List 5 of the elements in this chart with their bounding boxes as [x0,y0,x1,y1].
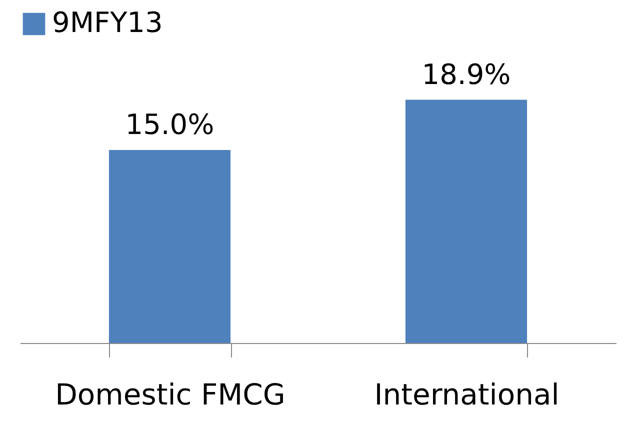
data-label: 18.9% [422,58,511,91]
x-tick-label: Domestic FMCG [55,378,286,412]
legend-label: 9MFY13 [52,6,163,39]
data-label: 15.0% [125,108,214,141]
x-tick-label: International [374,378,560,412]
